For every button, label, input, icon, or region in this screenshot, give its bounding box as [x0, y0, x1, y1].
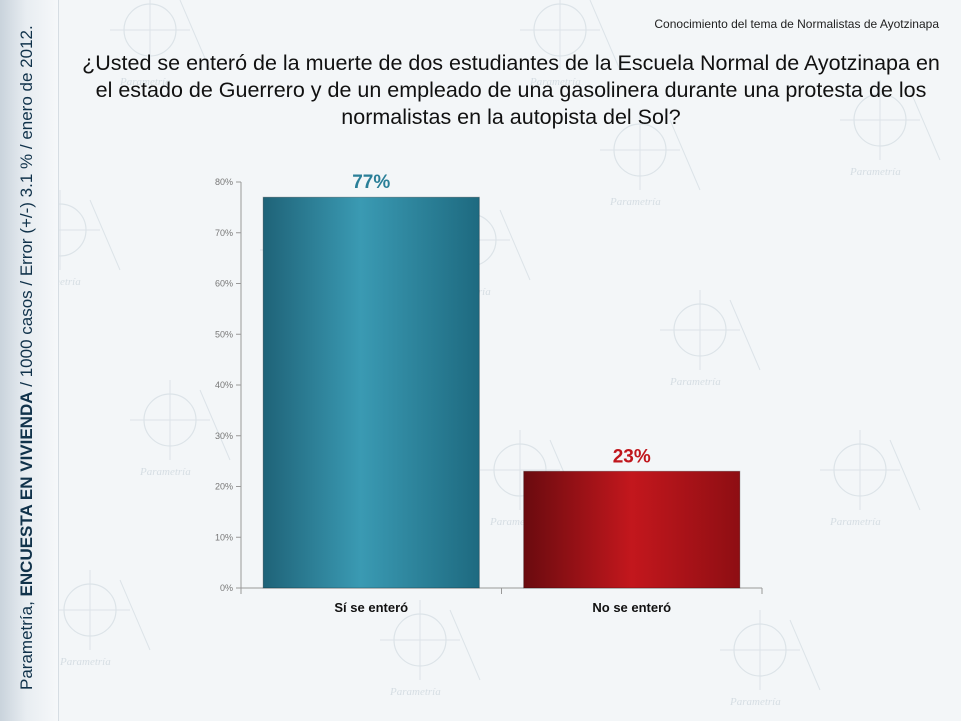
y-tick-label: 10%	[215, 532, 233, 542]
watermark-text: Parametría	[609, 196, 661, 208]
watermark-tile: Parametría	[840, 80, 941, 178]
y-tick-label: 70%	[215, 228, 233, 238]
watermark-text: Parametría	[529, 76, 581, 88]
y-tick-label: 40%	[215, 380, 233, 390]
watermark-text: Parametría	[669, 376, 721, 388]
data-label: 23%	[613, 446, 651, 467]
y-tick-label: 80%	[215, 177, 233, 187]
watermark-tile: Parametría	[130, 380, 231, 478]
survey-question: ¿Usted se enteró de la muerte de dos est…	[82, 51, 940, 129]
watermark-text: Parametría	[849, 166, 901, 178]
x-tick-label: No se enteró	[592, 600, 671, 615]
watermark-tile: Parametría	[520, 0, 621, 88]
watermark-tile: Parametría	[720, 610, 821, 708]
data-label: 77%	[352, 172, 390, 193]
watermark-text: Parametría	[729, 696, 781, 708]
watermark-text: Parametría	[829, 516, 881, 528]
y-tick-label: 50%	[215, 329, 233, 339]
watermark-text: Parametría	[139, 466, 191, 478]
y-tick-label: 60%	[215, 279, 233, 289]
watermark-tile: Parametría	[110, 0, 211, 88]
header-note: Conocimiento del tema de Normalistas de …	[654, 17, 939, 31]
watermark-tile: Parametría	[820, 430, 921, 528]
y-tick-label: 30%	[215, 431, 233, 441]
watermark-tile: Parametría	[660, 290, 761, 388]
side-strip	[0, 0, 59, 721]
watermark-tile: Parametría	[50, 570, 151, 668]
watermark-text: Parametría	[119, 76, 171, 88]
watermark-tile: Parametría	[380, 600, 481, 698]
watermark-tile: Parametría	[600, 110, 701, 208]
bar-no-se-entero	[523, 470, 741, 589]
watermark-text: Parametría	[59, 656, 111, 668]
watermark-text: Parametría	[389, 686, 441, 698]
y-tick-label: 20%	[215, 482, 233, 492]
x-tick-label: Sí se enteró	[334, 600, 408, 615]
bar-si-se-entero	[262, 196, 480, 589]
y-tick-label: 0%	[220, 583, 233, 593]
